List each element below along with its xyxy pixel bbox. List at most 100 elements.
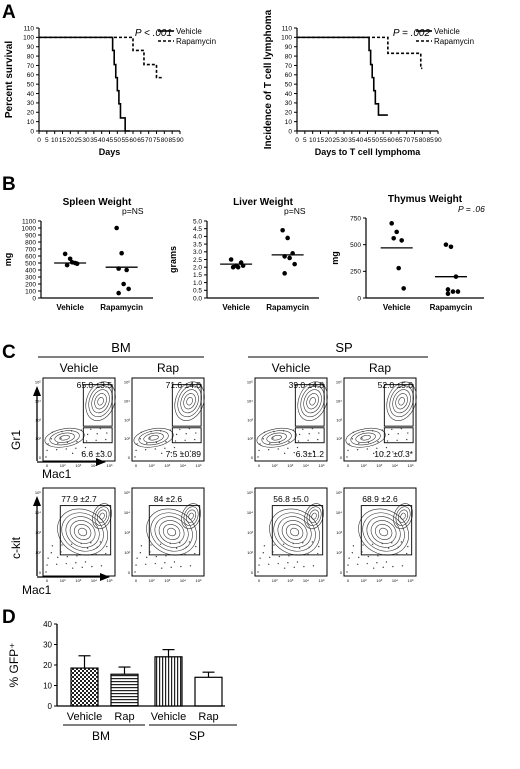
y-tick-label: 70 [285, 63, 293, 70]
contour-line [389, 385, 414, 418]
event-dot [47, 443, 49, 445]
x-tick-label: 20 [67, 137, 75, 144]
event-dot [189, 450, 192, 452]
x-tick-label: 15 [59, 137, 67, 144]
gate-box-upper [171, 384, 202, 427]
event-dot [302, 428, 304, 431]
flow-tick-label: 10³ [247, 417, 253, 422]
event-dot [296, 446, 299, 449]
y-tick-label: 1000 [22, 225, 37, 232]
event-dot [194, 438, 196, 441]
flow-tick-label: 0 [258, 578, 261, 583]
y-tick-label: 0 [48, 702, 53, 711]
contour-line [303, 389, 322, 414]
y-tick-label: 500 [350, 242, 361, 249]
event-dot [149, 437, 151, 439]
event-dot [269, 556, 271, 559]
event-dot [407, 432, 409, 434]
data-point [280, 227, 285, 233]
event-dot [90, 542, 92, 544]
contour-line [308, 509, 320, 523]
contour-line [392, 389, 411, 414]
flow-tick-label: 10² [247, 550, 253, 555]
event-dot [351, 438, 354, 440]
group-label-sp: SP [335, 340, 352, 355]
x-tick-label: 90 [434, 137, 442, 144]
flow-tick-label: 10³ [164, 578, 170, 583]
event-dot [348, 557, 350, 559]
event-dot [269, 442, 271, 444]
flow-tick-label: 10⁵ [124, 490, 130, 495]
flow-tick-label: 10⁴ [303, 463, 309, 468]
event-dot [140, 545, 143, 547]
event-dot [75, 447, 77, 449]
event-dot [400, 427, 403, 430]
contour-line [306, 506, 322, 526]
event-dot [356, 563, 359, 565]
flow-tick-label: 10⁴ [336, 510, 342, 515]
category-label: Rapamycin [430, 303, 473, 312]
bar [70, 667, 99, 707]
event-dot [367, 555, 370, 558]
event-dot [293, 451, 295, 454]
condition-label: Vehicle [272, 361, 311, 375]
event-dot [179, 428, 181, 431]
event-dot [352, 545, 355, 547]
event-dot [76, 441, 78, 443]
gate-value: 68.9 ±2.6 [362, 494, 398, 504]
series-line-vehicle [297, 36, 388, 116]
event-dot [99, 427, 102, 430]
event-dot [267, 449, 270, 451]
y-tick-label: 3.0 [193, 249, 202, 256]
group-label: SP [189, 729, 205, 743]
bar [154, 656, 183, 707]
event-dot [70, 430, 73, 432]
gate-value: 77.9 ±2.7 [61, 494, 97, 504]
event-dot [55, 449, 58, 451]
event-dot [312, 450, 315, 452]
event-dot [51, 431, 54, 434]
event-dot [195, 432, 197, 434]
flow-tick-label: 10⁵ [196, 463, 202, 468]
event-dot [175, 433, 178, 436]
flow-tick-label: 10³ [247, 530, 253, 535]
event-dot [406, 552, 408, 555]
y-tick-label: 2.5 [193, 257, 202, 264]
flow-tick-label: 10⁴ [303, 578, 309, 583]
event-dot [346, 456, 348, 458]
event-dot [277, 448, 279, 450]
contour-line [398, 397, 405, 406]
event-dot [292, 542, 294, 545]
flow-tick-label: 10⁴ [124, 510, 130, 515]
gate-box-upper [82, 384, 113, 427]
y-tick-label: 60 [285, 72, 293, 79]
event-dot [180, 451, 182, 453]
event-dot [146, 556, 148, 559]
legend-label: Rapamycin [434, 37, 474, 46]
flow-tick-label: 10⁵ [247, 490, 253, 495]
gate-box [59, 505, 112, 556]
event-dot [391, 542, 393, 544]
event-dot [189, 565, 192, 567]
flow-tick-label: 0 [340, 570, 343, 575]
flow-tick-label: 10⁴ [392, 578, 398, 583]
gate-value-upper: 39.0 ±4.8 [289, 380, 325, 390]
flow-tick-label: 0 [135, 463, 138, 468]
x-tick-label: 75 [153, 137, 161, 144]
flow-tick-label: 10⁴ [124, 398, 130, 403]
chart-title: Thymus Weight [388, 194, 463, 205]
contour-line [133, 427, 174, 448]
contour-line [400, 512, 406, 520]
event-dot [174, 554, 177, 556]
x-tick-label: 10 [51, 137, 59, 144]
y-tick-label: 100 [281, 35, 292, 42]
event-dot [170, 566, 172, 569]
flow-tick-label: 10² [336, 550, 342, 555]
y-tick-label: 1.0 [193, 280, 202, 287]
y-tick-label: 200 [25, 281, 36, 288]
event-dot [66, 555, 69, 558]
y-tick-label: 0.0 [193, 295, 202, 302]
event-dot [352, 431, 355, 434]
flow-tick-label: 10⁵ [124, 380, 130, 385]
